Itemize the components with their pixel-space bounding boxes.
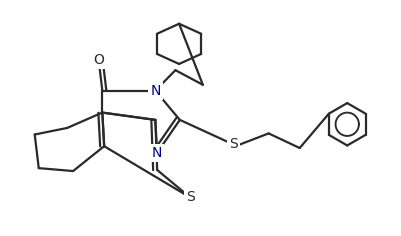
- Text: N: N: [152, 146, 162, 160]
- Text: S: S: [228, 137, 237, 151]
- Text: O: O: [93, 53, 104, 67]
- Text: N: N: [150, 84, 160, 98]
- Text: S: S: [185, 190, 194, 204]
